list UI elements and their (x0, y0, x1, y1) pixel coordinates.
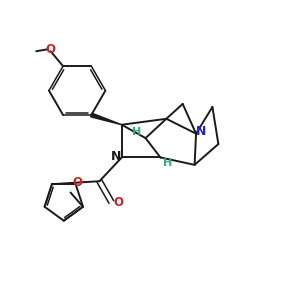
Text: N: N (111, 150, 122, 163)
Text: O: O (113, 196, 123, 209)
Polygon shape (91, 113, 122, 125)
Text: H: H (163, 158, 172, 168)
Text: O: O (46, 43, 56, 56)
Text: H: H (132, 127, 141, 136)
Text: N: N (196, 125, 207, 138)
Text: O: O (72, 176, 82, 189)
